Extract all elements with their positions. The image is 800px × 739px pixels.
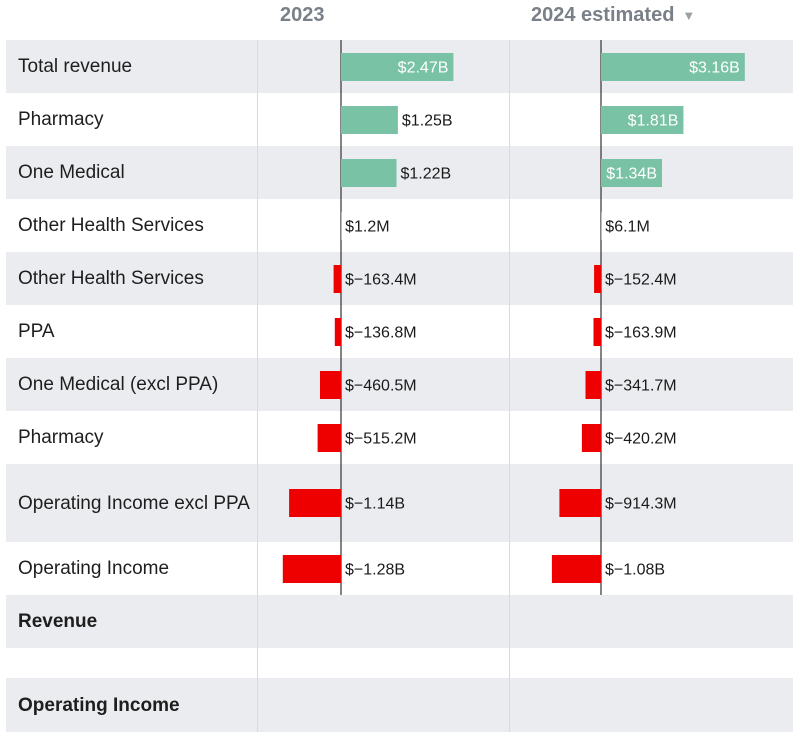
triangle-down-icon: ▼ — [682, 8, 696, 23]
data-label: $−1.14B — [345, 496, 405, 513]
row-label: Operating Income — [18, 558, 170, 579]
bar — [601, 106, 684, 134]
row-label: Other Health Services — [18, 268, 204, 289]
table-row: Other Health Services — [6, 252, 793, 305]
data-label: $1.25B — [402, 113, 453, 130]
bar — [341, 212, 342, 240]
bar — [341, 53, 454, 81]
row-label: One Medical — [18, 162, 125, 183]
column-header-2023[interactable]: 2023 — [280, 4, 325, 27]
data-label: $−152.4M — [605, 272, 677, 289]
row-label: Operating Income excl PPA — [18, 492, 250, 514]
bar — [581, 424, 601, 452]
row-label: Pharmacy — [18, 109, 104, 130]
column-header-2023-label: 2023 — [280, 4, 325, 26]
row-label: Pharmacy — [18, 427, 104, 448]
table-row: PPA — [6, 305, 793, 358]
table-row: Operating Income — [6, 542, 793, 595]
column-divider — [509, 40, 510, 732]
group-row-label: Revenue — [18, 611, 98, 632]
table-row: Operating Income excl PPA — [6, 464, 793, 542]
row-label: Other Health Services — [18, 215, 204, 236]
row-label: One Medical (excl PPA) — [18, 374, 219, 395]
data-label: $2.47B — [398, 60, 449, 77]
bar — [551, 555, 601, 583]
data-label: $6.1M — [605, 219, 649, 236]
bar — [282, 555, 341, 583]
table-row: Pharmacy — [6, 93, 793, 146]
data-label: $−420.2M — [605, 431, 677, 448]
bar — [601, 159, 662, 187]
data-label: $1.34B — [606, 166, 657, 183]
column-divider — [257, 40, 258, 732]
data-label: $1.22B — [401, 166, 452, 183]
bar — [601, 212, 602, 240]
data-label: $−136.8M — [345, 325, 417, 342]
data-label: $1.81B — [628, 113, 679, 130]
bar — [341, 159, 397, 187]
table-row: One Medical (excl PPA) — [6, 358, 793, 411]
row-label: Total revenue — [18, 56, 133, 77]
bar — [289, 489, 341, 517]
bar — [594, 265, 601, 293]
bar — [601, 53, 745, 81]
bar — [341, 106, 398, 134]
column-header-2024-estimated[interactable]: 2024 estimated ▼ — [531, 4, 695, 27]
group-row: Revenue — [6, 595, 793, 648]
bar — [317, 424, 341, 452]
column-header-2024-label: 2024 estimated — [531, 4, 675, 26]
data-label: $−460.5M — [345, 378, 417, 395]
bar — [585, 371, 601, 399]
bar — [333, 265, 341, 293]
data-label: $−914.3M — [605, 496, 677, 513]
group-row-label: Operating Income — [18, 694, 180, 716]
data-label: $−341.7M — [605, 378, 677, 395]
group-row: Operating Income — [6, 678, 793, 732]
data-label: $−1.08B — [605, 562, 665, 579]
table-row: Pharmacy — [6, 411, 793, 464]
data-label: $−163.4M — [345, 272, 417, 289]
data-label: $1.2M — [345, 219, 389, 236]
data-label: $−163.9M — [605, 325, 677, 342]
data-label: $3.16B — [689, 60, 740, 77]
row-label: PPA — [18, 321, 55, 342]
bar — [320, 371, 341, 399]
table-row: Other Health Services — [6, 199, 793, 252]
bar — [559, 489, 601, 517]
data-label: $−1.28B — [345, 562, 405, 579]
bar — [334, 318, 341, 346]
bar — [593, 318, 601, 346]
data-label: $−515.2M — [345, 431, 417, 448]
